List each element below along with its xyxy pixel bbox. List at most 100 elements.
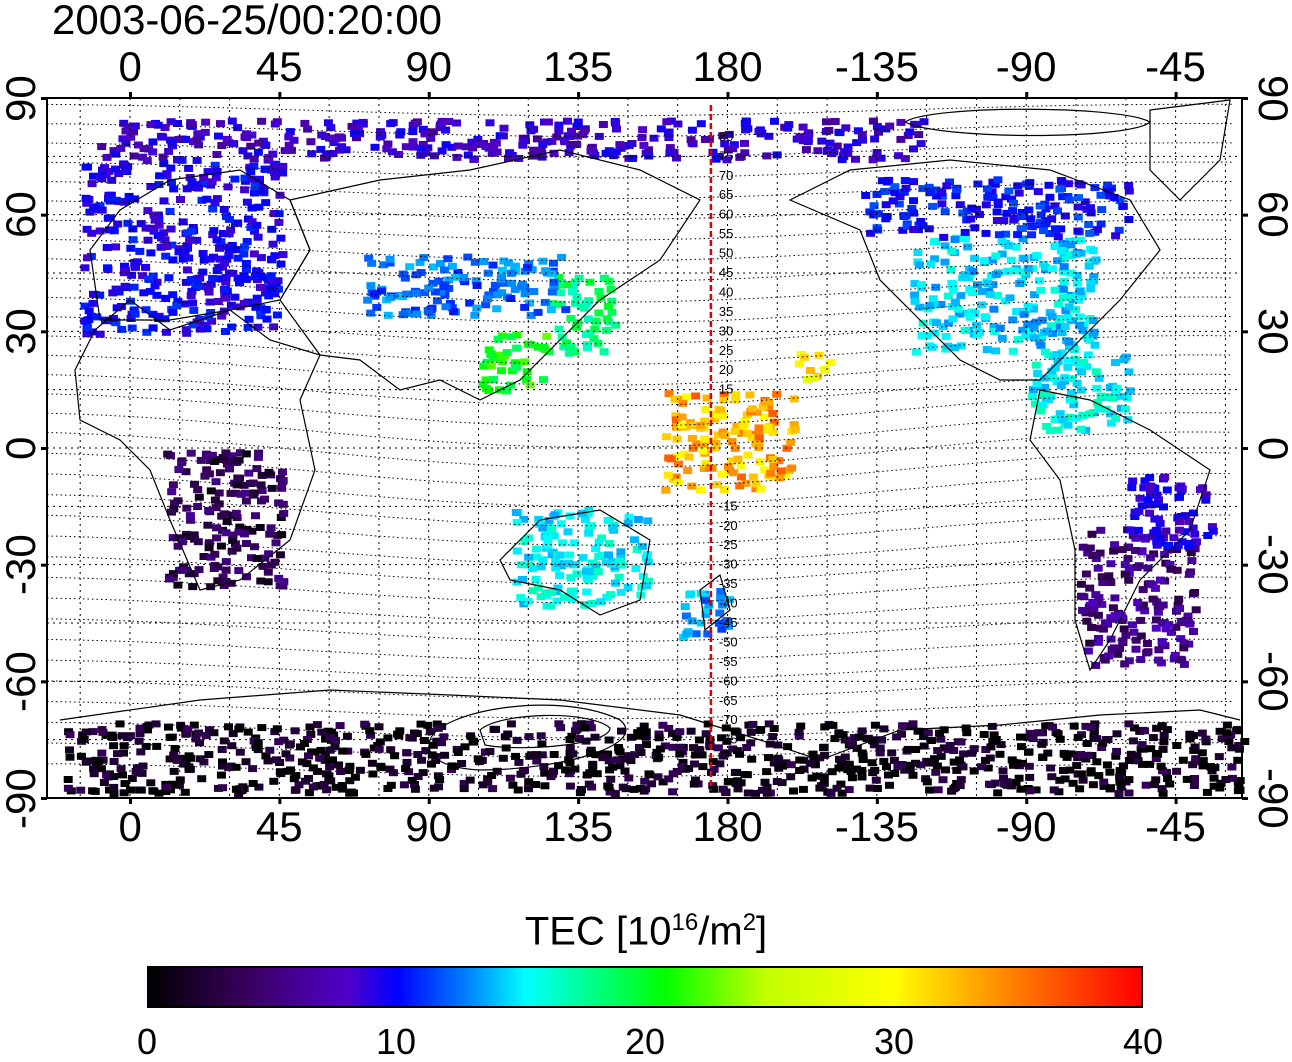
tec-cell-central-asia [472,305,481,312]
tec-cell-antarctica [1190,782,1199,789]
tec-cell-central-asia [471,259,480,266]
tec-cell-central-asia [366,282,375,289]
tec-cell-australia [597,535,606,542]
tec-cell-antarctica [956,782,965,789]
tec-cell-canada [993,176,1002,183]
tec-cell-arctic [254,149,263,156]
tec-cell-antarctica [624,775,633,782]
tec-cell-antarctica [423,722,432,729]
tec-cell-central-asia [419,254,428,261]
tec-cell-caribbean [1097,393,1106,400]
tec-cell-canada [994,199,1003,206]
tec-cell-arctic [831,118,840,125]
tec-cell-south-america [1179,644,1188,651]
tec-cell-brazil [1160,474,1169,481]
tec-cell-south-america [1096,527,1105,534]
top-lon-label: -45 [1145,44,1206,90]
tec-cell-europe [146,249,155,256]
tec-cell-south-america [1139,586,1148,593]
colorbar [147,966,1143,1008]
tec-cell-europe [244,324,253,331]
tec-cell-antarctica [654,754,663,761]
tec-cell-arctic [872,155,881,162]
tec-cell-north-america [986,291,995,298]
tec-cell-antarctica [417,757,426,764]
tec-cell-arctic [438,118,447,125]
tec-cell-africa [169,481,178,488]
tec-cell-central-asia [483,295,492,302]
bottom-lon-label: 45 [256,804,303,850]
tec-cell-antarctica [218,784,227,791]
tec-cell-south-america [1094,639,1103,646]
tec-cell-australia [634,516,643,523]
tec-cell-canada [961,229,970,236]
tec-cell-antarctica [1079,777,1088,784]
tec-cell-japan [602,327,611,334]
tec-cell-antarctica [242,758,251,765]
tec-cell-antarctica [139,763,148,770]
right-lat-label: -60 [1250,651,1292,712]
tec-cell-europe [151,282,160,289]
tec-cell-australia [643,517,652,524]
tec-cell-north-america [930,330,939,337]
tec-cell-antarctica [1191,744,1200,751]
tec-cell-brazil [1153,492,1162,499]
tec-cell-antarctica [858,750,867,757]
tec-cell-caribbean [1033,380,1042,387]
tec-cell-south-china [484,387,493,394]
meridian-lat-label: 75 [719,148,733,163]
contour-line [47,473,1232,506]
tec-cell-europe [135,248,144,255]
tec-cell-canada [1093,226,1102,233]
tec-cell-caribbean [1031,400,1040,407]
tec-cell-antarctica [724,778,733,785]
tec-cell-caribbean [1092,385,1101,392]
frame-tick [278,92,281,98]
tec-cell-arctic [822,118,831,125]
tec-cell-antarctica [117,765,126,772]
tec-cell-africa [194,538,203,545]
tec-cell-central-asia [507,280,516,287]
tec-cell-antarctica [858,727,867,734]
tec-cell-japan [583,341,592,348]
tec-cell-north-america [991,347,1000,354]
right-lat-label: 60 [1250,191,1292,238]
tec-cell-antarctica [1140,727,1149,734]
tec-cell-pacific-islands [737,474,746,481]
frame-tick [1025,92,1028,98]
tec-cell-antarctica [126,787,135,794]
tec-cell-arctic [639,142,648,149]
tec-cell-pacific-islands [768,410,777,417]
meridian-lat-label: 40 [719,284,733,299]
tec-cell-north-america [1051,287,1060,294]
tec-cell-brazil [1144,496,1153,503]
frame-tick [1242,447,1248,450]
bottom-lon-label: 135 [543,804,613,850]
tec-cell-antarctica [109,773,118,780]
tec-cell-arctic [638,134,647,141]
tec-cell-south-america [1128,621,1137,628]
tec-cell-africa [237,491,246,498]
tec-cell-antarctica [204,751,213,758]
tec-cell-south-america [1133,599,1142,606]
tec-cell-antarctica [317,729,326,736]
tec-cell-japan [582,331,591,338]
tec-cell-africa [212,478,221,485]
tec-cell-pacific-islands [699,447,708,454]
tec-cell-north-america [930,238,939,245]
tec-cell-canada [999,217,1008,224]
tec-cell-antarctica [630,786,639,793]
tec-cell-europe [166,208,175,215]
tec-cell-north-america [961,271,970,278]
tec-cell-europe [157,235,166,242]
tec-cell-australia [537,563,546,570]
tec-cell-antarctica [747,729,756,736]
tec-cell-antarctica [858,774,867,781]
tec-cell-africa [268,485,277,492]
tec-cell-africa [265,469,274,476]
tec-cell-south-america [1111,612,1120,619]
tec-cell-arctic [783,125,792,132]
tec-cell-australia [617,589,626,596]
tec-cell-central-asia [538,258,547,265]
tec-cell-north-america [1054,301,1063,308]
